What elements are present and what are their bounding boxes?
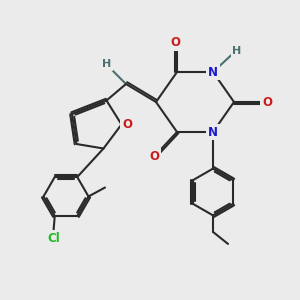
Text: N: N (208, 65, 218, 79)
Text: N: N (208, 125, 218, 139)
Text: O: O (149, 149, 160, 163)
Text: H: H (102, 59, 111, 69)
Text: O: O (170, 36, 181, 49)
Text: H: H (232, 46, 242, 56)
Text: O: O (262, 95, 272, 109)
Text: O: O (122, 118, 132, 131)
Text: Cl: Cl (47, 232, 60, 245)
